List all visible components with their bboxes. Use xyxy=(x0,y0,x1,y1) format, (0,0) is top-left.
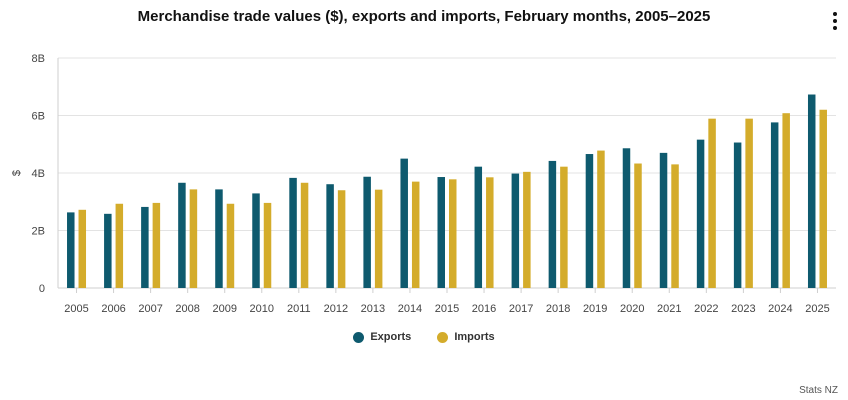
bar-exports-2016[interactable] xyxy=(474,166,483,288)
legend-swatch-exports xyxy=(353,331,365,343)
bar-exports-2014[interactable] xyxy=(400,158,408,288)
bar-exports-2011[interactable] xyxy=(289,177,297,288)
x-tick-label: 2016 xyxy=(472,303,496,315)
bar-imports-2020[interactable] xyxy=(634,163,642,288)
bar-exports-2021[interactable] xyxy=(659,152,668,288)
x-tick-label: 2018 xyxy=(546,303,570,315)
bar-exports-2017[interactable] xyxy=(511,173,520,288)
bar-exports-2012[interactable] xyxy=(326,184,334,288)
bar-exports-2024[interactable] xyxy=(770,122,779,289)
bar-imports-2016[interactable] xyxy=(486,177,494,288)
y-tick-label: 8B xyxy=(32,53,45,65)
source-credit: Stats NZ xyxy=(799,385,838,396)
bar-imports-2024[interactable] xyxy=(782,113,790,288)
legend: Exports Imports xyxy=(0,331,848,343)
bar-exports-2023[interactable] xyxy=(733,142,742,288)
bar-imports-2019[interactable] xyxy=(597,150,605,288)
bar-exports-2007[interactable] xyxy=(141,206,149,288)
bar-imports-2005[interactable] xyxy=(78,209,87,288)
x-tick-label: 2025 xyxy=(805,303,829,315)
bar-imports-2006[interactable] xyxy=(115,203,124,288)
x-tick-label: 2010 xyxy=(250,303,274,315)
bar-exports-2020[interactable] xyxy=(622,148,631,288)
bar-imports-2008[interactable] xyxy=(189,189,198,288)
x-tick-label: 2019 xyxy=(583,303,607,315)
bar-imports-2009[interactable] xyxy=(226,203,235,288)
legend-label-imports: Imports xyxy=(454,331,495,343)
legend-item-imports[interactable]: Imports xyxy=(437,331,495,343)
x-tick-label: 2023 xyxy=(731,303,755,315)
y-tick-label: 0 xyxy=(39,283,45,295)
legend-item-exports[interactable]: Exports xyxy=(353,331,411,343)
bar-imports-2025[interactable] xyxy=(819,109,827,288)
bar-imports-2014[interactable] xyxy=(411,181,420,288)
x-tick-label: 2012 xyxy=(324,303,348,315)
bar-imports-2021[interactable] xyxy=(671,164,679,288)
x-tick-label: 2006 xyxy=(101,303,125,315)
x-tick-label: 2008 xyxy=(175,303,199,315)
x-tick-label: 2009 xyxy=(212,303,236,315)
legend-swatch-imports xyxy=(437,331,449,343)
bar-exports-2008[interactable] xyxy=(178,182,186,288)
bar-exports-2015[interactable] xyxy=(437,177,446,288)
bar-exports-2010[interactable] xyxy=(252,193,260,288)
x-tick-label: 2015 xyxy=(435,303,459,315)
x-tick-label: 2020 xyxy=(620,303,644,315)
bar-imports-2015[interactable] xyxy=(449,179,457,288)
x-tick-label: 2013 xyxy=(361,303,385,315)
x-tick-label: 2014 xyxy=(398,303,422,315)
bar-exports-2013[interactable] xyxy=(363,176,371,288)
bar-imports-2010[interactable] xyxy=(263,202,272,288)
bar-imports-2011[interactable] xyxy=(300,182,309,288)
legend-label-exports: Exports xyxy=(370,331,412,343)
y-axis-label: $ xyxy=(11,170,23,176)
bar-exports-2009[interactable] xyxy=(215,189,223,288)
bar-exports-2025[interactable] xyxy=(807,94,816,288)
y-tick-label: 4B xyxy=(32,168,45,180)
bar-imports-2012[interactable] xyxy=(337,190,346,288)
bar-imports-2013[interactable] xyxy=(374,189,383,288)
bar-chart: 0 2B 4B 6B 8B $2005 2006 2007 2008 2009 2010 2011 20… xyxy=(11,53,836,315)
bar-imports-2018[interactable] xyxy=(560,166,568,288)
x-tick-label: 2021 xyxy=(657,303,681,315)
bar-exports-2019[interactable] xyxy=(585,154,594,288)
chart-title: Merchandise trade values ($), exports an… xyxy=(137,8,711,25)
x-tick-label: 2022 xyxy=(694,303,718,315)
bar-imports-2023[interactable] xyxy=(745,118,753,288)
x-tick-label: 2024 xyxy=(768,303,792,315)
y-tick-label: 6B xyxy=(32,111,45,123)
x-tick-label: 2011 xyxy=(287,303,311,315)
bar-exports-2005[interactable] xyxy=(67,212,75,288)
y-tick-label: 2B xyxy=(32,226,45,238)
bar-exports-2018[interactable] xyxy=(548,160,557,288)
x-tick-label: 2017 xyxy=(509,303,533,315)
bar-exports-2022[interactable] xyxy=(696,139,705,288)
bar-imports-2017[interactable] xyxy=(523,171,531,288)
more-options-icon[interactable] xyxy=(829,12,841,30)
bar-exports-2006[interactable] xyxy=(104,213,112,288)
bar-imports-2022[interactable] xyxy=(708,118,716,288)
x-tick-label: 2007 xyxy=(138,303,162,315)
bar-imports-2007[interactable] xyxy=(152,202,161,288)
x-tick-label: 2005 xyxy=(64,303,88,315)
